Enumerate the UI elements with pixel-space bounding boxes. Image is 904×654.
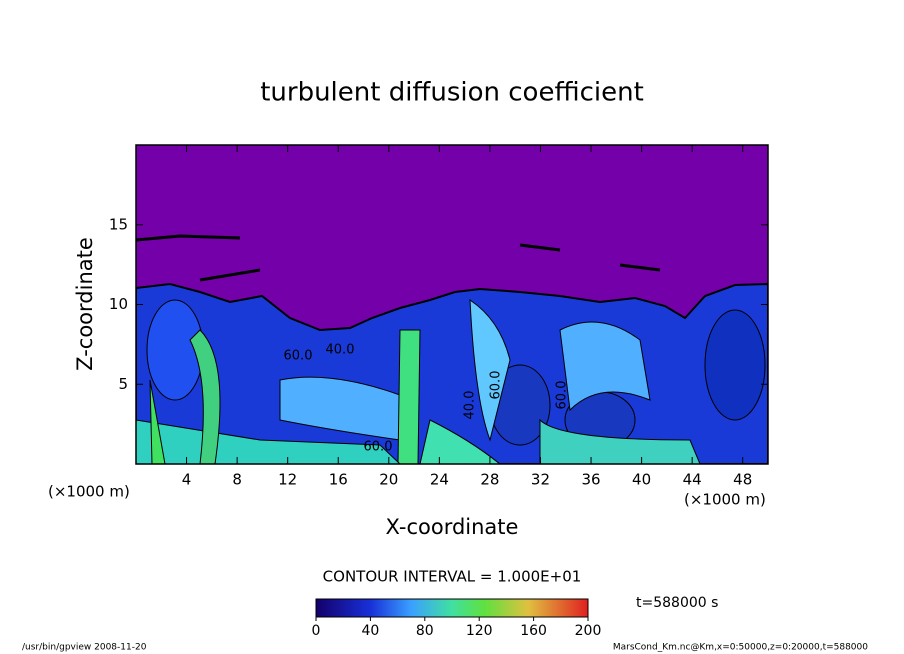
field-blob: [397, 329, 421, 464]
footer-left: /usr/bin/gpview 2008-11-20: [22, 643, 147, 653]
x-tick-label: 32: [531, 471, 550, 489]
colorbar-tick-label: 40: [361, 623, 379, 639]
colorbar: [315, 598, 589, 618]
x-tick-label: 28: [480, 471, 499, 489]
chart-title: turbulent diffusion coefficient: [260, 78, 644, 108]
y-tick-label: 15: [109, 215, 128, 233]
x-tick-label: 36: [581, 471, 600, 489]
x-tick-label: 48: [733, 471, 752, 489]
contour-label: 60.0: [555, 381, 570, 410]
field-blob: [189, 329, 221, 464]
x-tick-label: 16: [329, 471, 348, 489]
x-tick-label: 12: [278, 471, 297, 489]
contour-label: 40.0: [326, 343, 355, 358]
field-blob: [539, 418, 701, 464]
y-tick-label: 10: [109, 295, 128, 313]
colorbar-tick-label: 80: [416, 623, 434, 639]
contour-label: 60.0: [284, 349, 313, 364]
x-unit-label: (×1000 m): [48, 483, 130, 501]
field-contour: [136, 234, 661, 282]
x-tick-label: 24: [430, 471, 449, 489]
contour-field: [136, 145, 768, 464]
x-unit-label: (×1000 m): [684, 491, 766, 509]
contour-label: 60.0: [489, 371, 504, 400]
field-blob: [469, 299, 511, 442]
contour-label: 40.0: [463, 391, 478, 420]
colorbar-tick-label: 160: [520, 623, 547, 639]
contour-label: 60.0: [364, 440, 393, 455]
x-axis-label: X-coordinate: [386, 515, 519, 539]
y-tick-label: 5: [118, 375, 128, 393]
field-blob: [149, 379, 166, 464]
x-tick-label: 44: [683, 471, 702, 489]
footer-right: MarsCond_Km.nc@Km,x=0:50000,z=0:20000,t=…: [613, 643, 868, 653]
field-blob: [559, 321, 651, 412]
x-tick-label: 4: [182, 471, 192, 489]
x-tick-label: 8: [232, 471, 242, 489]
time-label: t=588000 s: [636, 595, 718, 611]
x-tick-label: 20: [379, 471, 398, 489]
colorbar-tick-label: 120: [466, 623, 493, 639]
x-tick-label: 40: [632, 471, 651, 489]
contour-interval: CONTOUR INTERVAL = 1.000E+01: [323, 568, 582, 586]
y-axis-label: Z-coordinate: [73, 237, 97, 371]
colorbar-tick-label: 200: [575, 623, 602, 639]
colorbar-tick-label: 0: [312, 623, 321, 639]
field-blob: [704, 309, 766, 421]
